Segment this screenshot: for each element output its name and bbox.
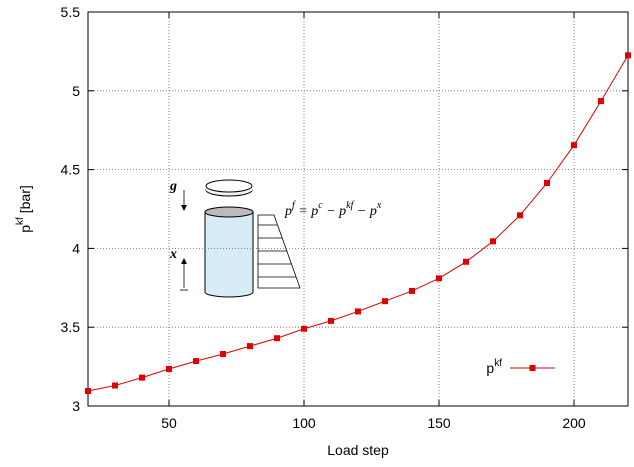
point-marker xyxy=(328,317,334,324)
inset-illustration xyxy=(180,179,301,298)
formula: pf = pc − pkf − px xyxy=(284,200,382,219)
point-marker xyxy=(355,308,361,315)
legend-label-sup: kf xyxy=(494,358,502,369)
point-marker xyxy=(490,238,496,245)
formula-part: − xyxy=(353,204,369,219)
point-marker xyxy=(382,298,388,305)
point-marker xyxy=(544,179,550,186)
point-marker xyxy=(571,142,577,149)
point-marker xyxy=(166,365,172,372)
formula-part: − xyxy=(323,204,339,219)
point-marker xyxy=(274,335,280,342)
legend-label-part: p xyxy=(486,360,494,376)
y-axis-label-part: p xyxy=(17,225,33,233)
formula-part: p xyxy=(284,204,292,219)
formula-sup: x xyxy=(376,200,382,211)
formula-part: p xyxy=(338,204,346,219)
point-marker xyxy=(139,374,145,381)
formula-part: p xyxy=(310,204,318,219)
y-tick-label: 4.5 xyxy=(61,162,81,178)
formula-part: = xyxy=(295,204,311,219)
legend-marker xyxy=(529,365,536,371)
point-marker xyxy=(517,212,523,219)
point-marker xyxy=(301,325,307,332)
y-tick-label: 5.5 xyxy=(61,4,81,20)
y-tick-label: 3.5 xyxy=(61,319,81,335)
x-tick-label: 100 xyxy=(292,415,316,431)
formula-sup: kf xyxy=(346,200,354,211)
point-marker xyxy=(463,258,469,265)
legend-label: pkf xyxy=(486,358,502,376)
formula-sup: c xyxy=(318,200,323,211)
x-tick-label: 200 xyxy=(562,415,586,431)
x-tick-label: 50 xyxy=(161,415,177,431)
point-marker xyxy=(436,275,442,282)
point-marker xyxy=(112,382,118,389)
g-label: g xyxy=(169,179,177,194)
point-marker xyxy=(625,52,631,59)
point-marker xyxy=(220,350,226,357)
formula-part: p xyxy=(369,204,377,219)
x-tick-label: 150 xyxy=(427,415,451,431)
x-axis-label: Load step xyxy=(327,442,389,458)
plot-frame xyxy=(87,11,629,407)
y-axis-label-part: kf xyxy=(15,217,26,225)
point-marker xyxy=(247,343,253,350)
formula-sup: f xyxy=(292,200,296,211)
point-marker xyxy=(409,287,415,294)
point-marker xyxy=(85,388,91,395)
point-marker xyxy=(193,358,199,365)
y-axis-label-part: [bar] xyxy=(17,185,33,217)
y-tick-label: 4 xyxy=(72,240,80,256)
y-axis-label: pkf [bar] xyxy=(15,185,33,232)
y-tick-label: 5 xyxy=(72,83,80,99)
x-label: x xyxy=(169,247,177,262)
y-tick-label: 3 xyxy=(72,398,80,414)
point-marker xyxy=(598,98,604,105)
